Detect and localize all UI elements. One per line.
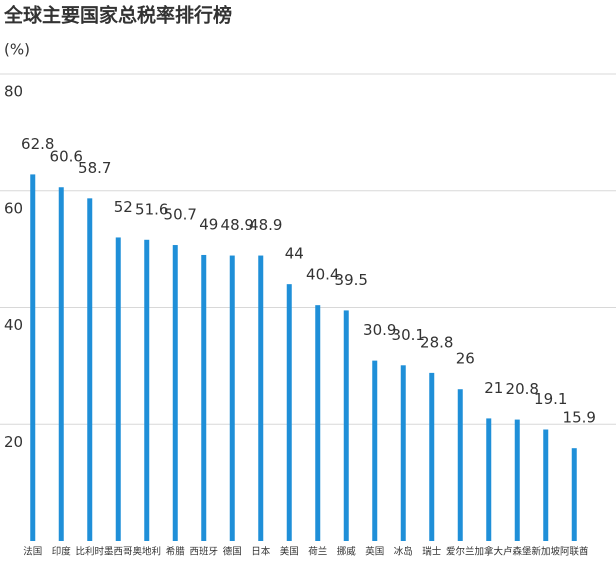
bar: [201, 254, 207, 541]
value-label: 60.6: [50, 148, 83, 166]
x-tick-label: 英国: [365, 546, 384, 558]
value-label: 15.9: [563, 409, 596, 427]
bar: [543, 429, 549, 541]
bar: [258, 255, 264, 541]
value-label: 49: [199, 215, 218, 233]
x-tick-label: 冰岛: [394, 546, 413, 558]
bar: [429, 372, 435, 541]
value-label: 26: [456, 350, 475, 368]
value-label: 30.9: [363, 321, 396, 339]
bar: [286, 284, 292, 541]
value-label: 21: [484, 379, 503, 397]
value-label: 19.1: [534, 390, 567, 408]
x-tick-label: 印度: [52, 546, 72, 558]
y-axis-label: (%): [4, 41, 30, 59]
x-tick-label: 挪威: [337, 546, 357, 558]
x-tick-label: 瑞士: [422, 546, 442, 558]
value-label: 58.7: [78, 159, 111, 177]
bar: [315, 305, 321, 541]
bar: [400, 365, 406, 541]
x-tick-label: 奥地利: [132, 546, 161, 558]
bar: [172, 245, 178, 541]
x-tick-label: 美国: [280, 546, 299, 558]
x-tick-label: 阿联酋: [560, 546, 589, 558]
x-tick-label: 墨西哥: [104, 547, 133, 558]
bar: [486, 418, 492, 541]
value-label: 39.5: [335, 271, 368, 289]
bar: [30, 174, 36, 541]
bar: [87, 198, 93, 541]
value-label: 48.9: [221, 216, 254, 234]
value-label: 30.1: [392, 326, 425, 344]
bar: [457, 389, 463, 541]
bar: [144, 239, 150, 541]
x-tick-label: 新加坡: [531, 546, 560, 558]
value-label: 40.4: [306, 266, 339, 284]
x-tick-label: 荷兰: [308, 546, 327, 558]
x-tick-label: 德国: [223, 546, 242, 558]
value-label: 48.9: [249, 216, 282, 234]
y-tick-label: 60: [4, 199, 23, 217]
bar: [514, 419, 520, 541]
value-label: 52: [114, 198, 133, 216]
x-tick-label: 比利时: [75, 546, 104, 558]
value-label: 44: [285, 245, 304, 263]
bar: [372, 360, 378, 541]
y-tick-label: 40: [4, 316, 23, 334]
value-label: 51.6: [135, 200, 168, 218]
bar: [343, 310, 349, 541]
x-tick-label: 希腊: [166, 546, 186, 558]
y-tick-label: 20: [4, 433, 23, 451]
value-label: 20.8: [506, 380, 539, 398]
x-tick-label: 卢森堡: [503, 546, 532, 558]
value-label: 50.7: [164, 206, 197, 224]
y-tick-label: 80: [4, 83, 23, 101]
bar: [115, 237, 121, 541]
x-tick-label: 加拿大: [474, 546, 503, 558]
value-label: 28.8: [420, 333, 453, 351]
bar: [571, 448, 577, 541]
x-tick-label: 爱尔兰: [446, 546, 475, 558]
chart-title: 全球主要国家总税率排行榜: [3, 4, 232, 27]
x-tick-label: 法国: [23, 546, 42, 558]
value-label: 62.8: [21, 135, 54, 153]
x-tick-label: 西班牙: [189, 546, 218, 558]
x-tick-label: 日本: [251, 546, 271, 558]
bar: [229, 255, 235, 541]
bar: [58, 187, 64, 541]
